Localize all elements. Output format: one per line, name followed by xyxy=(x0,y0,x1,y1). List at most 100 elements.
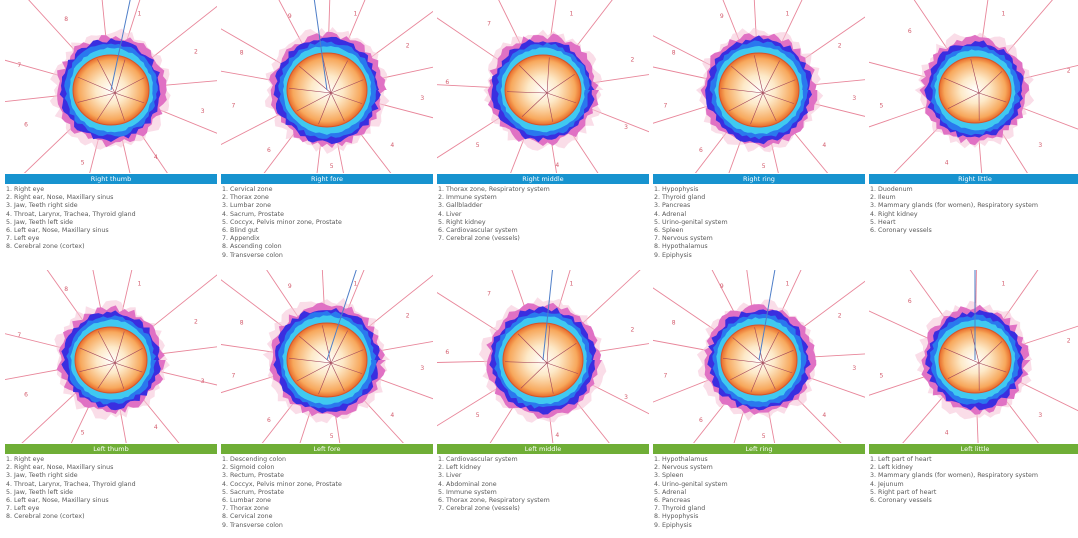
sector-number: 2 xyxy=(406,43,410,50)
zone-item: 7. Thyroid gland xyxy=(653,505,865,513)
zone-item: 7. Left eye xyxy=(5,505,217,513)
sector-number: 5 xyxy=(879,372,883,379)
zone-item: 5. Jaw, Teeth left side xyxy=(5,489,217,497)
zone-item: 8. Cervical zone xyxy=(221,513,433,521)
sector-number: 1 xyxy=(353,280,357,287)
sector-number: 6 xyxy=(908,298,912,305)
zone-item: 5. Right part of heart xyxy=(869,489,1078,497)
zone-item: 7. Nervous system xyxy=(653,235,865,243)
finger-title: Left middle xyxy=(437,444,649,454)
sector-number: 7 xyxy=(487,21,491,28)
zone-item: 5. Immune system xyxy=(437,489,649,497)
sector-number: 8 xyxy=(64,16,68,23)
zone-item: 9. Transverse colon xyxy=(221,522,433,530)
zone-item: 7. Left eye xyxy=(5,235,217,243)
sector-number: 4 xyxy=(945,430,949,437)
zone-item: 4. Right kidney xyxy=(869,211,1078,219)
zone-item: 7. Thorax zone xyxy=(221,505,433,513)
zone-item: 2. Thyroid gland xyxy=(653,194,865,202)
sector-number: 3 xyxy=(201,108,205,115)
zone-item: 7. Appendix xyxy=(221,235,433,243)
sector-number: 2 xyxy=(194,319,198,326)
zone-item: 5. Urino-genital system xyxy=(653,219,865,227)
zone-item: 3. Spleen xyxy=(653,472,865,480)
sector-number: 1 xyxy=(1001,280,1005,287)
zone-item: 6. Lumbar zone xyxy=(221,497,433,505)
zone-item: 9. Epiphysis xyxy=(653,252,865,260)
sector-number: 3 xyxy=(624,124,628,131)
zone-item: 4. Adrenal xyxy=(653,211,865,219)
zone-item: 4. Coccyx, Pelvis minor zone, Prostate xyxy=(221,481,433,489)
sector-number: 4 xyxy=(555,162,559,169)
zone-item: 4. Sacrum, Prostate xyxy=(221,211,433,219)
zone-item: 2. Thorax zone xyxy=(221,194,433,202)
zone-item: 3. Pancreas xyxy=(653,202,865,210)
zone-item: 1. Descending colon xyxy=(221,456,433,464)
sector-number: 1 xyxy=(1001,10,1005,17)
zone-item: 1. Right eye xyxy=(5,186,217,194)
sector-number: 2 xyxy=(406,313,410,320)
sector-number: 7 xyxy=(487,291,491,298)
sector-number: 7 xyxy=(231,102,235,109)
zone-item: 3. Gallbladder xyxy=(437,202,649,210)
sector-number: 4 xyxy=(822,142,826,149)
sector-number: 7 xyxy=(17,332,21,339)
zone-item: 6. Coronary vessels xyxy=(869,227,1078,235)
sector-number: 2 xyxy=(838,313,842,320)
zone-item: 5. Jaw, Teeth left side xyxy=(5,219,217,227)
sector-number: 4 xyxy=(390,412,394,419)
zone-item: 4. Liver xyxy=(437,211,649,219)
sector-number: 2 xyxy=(630,57,634,64)
zone-item: 6. Blind gut xyxy=(221,227,433,235)
zone-item: 2. Immune system xyxy=(437,194,649,202)
zone-item: 3. Liver xyxy=(437,472,649,480)
finger-core xyxy=(939,57,1011,123)
finger-title: Left little xyxy=(869,444,1078,454)
zone-item: 4. Throat, Larynx, Trachea, Thyroid glan… xyxy=(5,211,217,219)
zone-item: 4. Throat, Larynx, Trachea, Thyroid glan… xyxy=(5,481,217,489)
sector-number: 6 xyxy=(699,417,703,424)
sector-number: 6 xyxy=(445,349,449,356)
zone-item: 4. Jejunum xyxy=(869,481,1078,489)
zone-item: 5. Adrenal xyxy=(653,489,865,497)
zone-item: 9. Epiphysis xyxy=(653,522,865,530)
finger-title: Right fore xyxy=(221,174,433,184)
sector-number: 5 xyxy=(330,433,334,440)
zone-item: 3. Mammary glands (for women), Respirato… xyxy=(869,472,1078,480)
sector-number: 8 xyxy=(672,49,676,56)
zone-item: 1. Cervical zone xyxy=(221,186,433,194)
zone-item: 2. Left kidney xyxy=(437,464,649,472)
sector-number: 3 xyxy=(852,95,856,102)
finger-title: Right middle xyxy=(437,174,649,184)
sector-number: 9 xyxy=(288,283,292,290)
sector-number: 8 xyxy=(672,319,676,326)
zone-item: 7. Cerebral zone (vessels) xyxy=(437,505,649,513)
zone-item: 3. Jaw, Teeth right side xyxy=(5,202,217,210)
zone-item: 3. Jaw, Teeth right side xyxy=(5,472,217,480)
zone-item: 8. Cerebral zone (cortex) xyxy=(5,243,217,251)
sector-number: 3 xyxy=(1038,142,1042,149)
sector-number: 5 xyxy=(81,160,85,167)
sector-number: 5 xyxy=(81,430,85,437)
zone-item: 8. Hypophysis xyxy=(653,513,865,521)
sector-number: 8 xyxy=(240,319,244,326)
zone-item: 3. Rectum, Prostate xyxy=(221,472,433,480)
sector-number: 4 xyxy=(555,432,559,439)
